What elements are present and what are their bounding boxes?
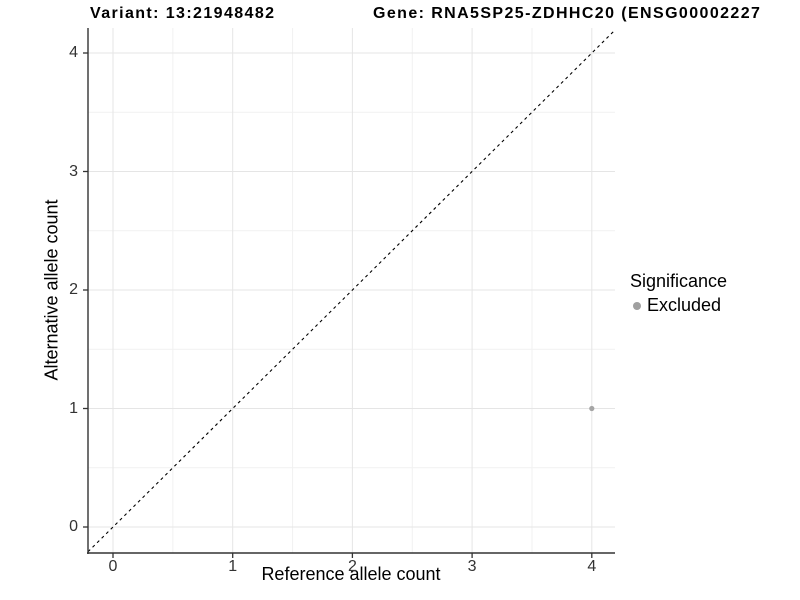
x-tick-label: 1 <box>228 558 238 575</box>
y-tick-label: 4 <box>69 44 78 61</box>
y-tick-label: 0 <box>69 518 78 535</box>
identity-line <box>87 29 616 553</box>
x-axis-title: Reference allele count <box>261 564 441 584</box>
legend-entry-excluded: Excluded <box>629 295 727 316</box>
excluded-point-icon <box>633 301 641 310</box>
gene-title: Gene: RNA5SP25-ZDHHC20 (ENSG00002227 <box>373 5 762 22</box>
y-tick-label: 1 <box>69 399 78 417</box>
x-tick-label: 2 <box>347 558 357 575</box>
x-tick-label: 3 <box>467 558 477 575</box>
legend-title: Significance <box>630 271 728 291</box>
x-tick-label: 0 <box>108 558 118 575</box>
legend: Significance Excluded <box>629 271 727 316</box>
data-point-excluded <box>589 405 595 412</box>
legend-entry-label: Excluded <box>647 295 722 315</box>
y-tick-label: 3 <box>69 162 78 180</box>
y-tick-label: 2 <box>69 281 78 298</box>
variant-title: Variant: 13:21948482 <box>90 5 276 22</box>
x-tick-label: 4 <box>587 558 597 575</box>
